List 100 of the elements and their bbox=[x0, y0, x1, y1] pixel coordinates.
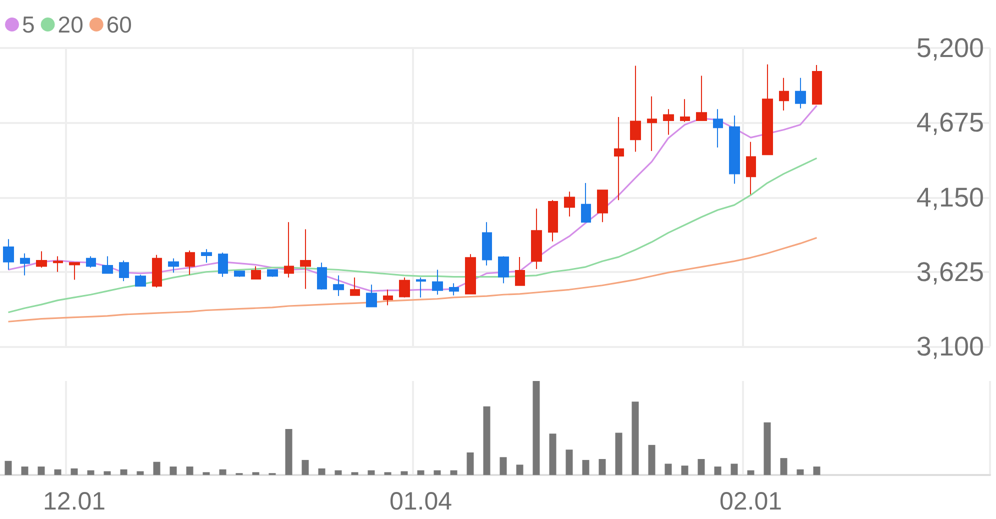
candlestick bbox=[20, 252, 30, 276]
bar bbox=[747, 470, 754, 475]
bar bbox=[384, 472, 392, 475]
candlestick bbox=[663, 108, 674, 136]
bar bbox=[136, 471, 144, 475]
bar bbox=[648, 444, 656, 475]
bar bbox=[483, 406, 490, 475]
candlestick bbox=[350, 277, 360, 296]
bar bbox=[796, 469, 804, 475]
candlestick bbox=[762, 64, 773, 156]
candlestick bbox=[366, 284, 377, 308]
candlestick bbox=[267, 269, 278, 278]
bar bbox=[285, 428, 292, 475]
candlestick bbox=[482, 222, 492, 266]
bar bbox=[54, 469, 62, 475]
legend-label: 60 bbox=[106, 12, 132, 38]
bar bbox=[780, 458, 788, 475]
bar bbox=[698, 459, 705, 475]
candlestick bbox=[102, 256, 113, 274]
candlestick bbox=[597, 190, 608, 223]
bar bbox=[186, 466, 194, 475]
candlestick bbox=[531, 208, 542, 270]
candlestick bbox=[515, 256, 525, 286]
bar bbox=[202, 472, 210, 475]
candlestick bbox=[333, 274, 344, 297]
y-tick-label: 5,200 bbox=[916, 33, 984, 63]
candlestick bbox=[234, 270, 245, 278]
bar bbox=[302, 460, 309, 475]
candlestick bbox=[119, 260, 129, 282]
bar bbox=[70, 468, 78, 475]
candlestick bbox=[465, 254, 476, 294]
candlestick bbox=[53, 256, 63, 272]
line-series bbox=[7, 236, 818, 322]
candlestick bbox=[168, 258, 179, 274]
candlestick bbox=[201, 248, 212, 264]
bar bbox=[21, 466, 28, 475]
candlestick bbox=[729, 115, 740, 184]
candlestick bbox=[284, 222, 294, 278]
bar bbox=[318, 468, 326, 475]
candlestick bbox=[630, 65, 641, 152]
candlestick bbox=[399, 277, 410, 298]
bar bbox=[598, 459, 606, 475]
bar bbox=[104, 471, 111, 475]
bar bbox=[681, 466, 688, 475]
candlestick bbox=[317, 262, 327, 290]
candlestick bbox=[564, 191, 575, 217]
legend-label: 20 bbox=[58, 12, 84, 38]
candlestick bbox=[812, 64, 822, 105]
candlestick bbox=[449, 282, 459, 296]
candlestick bbox=[795, 77, 806, 109]
candlestick bbox=[251, 266, 261, 280]
bar bbox=[516, 464, 524, 475]
bar bbox=[664, 464, 672, 475]
bar bbox=[764, 422, 771, 475]
bar bbox=[219, 469, 226, 475]
candlestick bbox=[779, 77, 789, 112]
bar bbox=[434, 470, 441, 475]
bar bbox=[400, 471, 408, 475]
bar bbox=[252, 472, 260, 475]
bar bbox=[549, 434, 556, 475]
candlestick bbox=[680, 98, 690, 122]
y-tick-label: 3,100 bbox=[916, 332, 984, 362]
bar bbox=[38, 466, 45, 475]
y-tick-label: 4,675 bbox=[916, 108, 984, 138]
candlestick bbox=[69, 262, 80, 280]
bar bbox=[813, 466, 820, 475]
bar bbox=[153, 462, 160, 475]
candlestick bbox=[383, 289, 393, 306]
candlestick bbox=[416, 277, 426, 298]
candlestick bbox=[713, 108, 723, 148]
candlestick bbox=[36, 250, 47, 268]
bar bbox=[466, 452, 474, 475]
x-tick-label: 12.01 bbox=[42, 488, 106, 516]
bar bbox=[632, 402, 639, 475]
bar bbox=[4, 460, 12, 475]
candlestick bbox=[548, 200, 558, 242]
bar bbox=[368, 470, 375, 475]
bar bbox=[120, 469, 128, 475]
bar bbox=[87, 470, 94, 475]
candlestick bbox=[86, 256, 96, 268]
candlestick bbox=[218, 252, 228, 278]
x-tick-label: 01.04 bbox=[389, 488, 452, 516]
candlestick bbox=[432, 269, 443, 296]
bar bbox=[566, 450, 573, 475]
bar bbox=[170, 466, 177, 475]
legend-label: 5 bbox=[22, 12, 35, 38]
candlestick bbox=[746, 141, 756, 195]
bar bbox=[532, 381, 540, 475]
bar bbox=[714, 466, 722, 475]
bar bbox=[615, 432, 622, 475]
candlestick bbox=[300, 228, 311, 290]
bar bbox=[730, 464, 738, 475]
candlestick bbox=[135, 274, 146, 287]
y-tick-label: 4,150 bbox=[916, 182, 984, 212]
bar bbox=[450, 470, 458, 475]
bar bbox=[351, 472, 358, 475]
candlestick bbox=[498, 256, 509, 284]
bar bbox=[500, 457, 507, 475]
candlestick bbox=[3, 238, 14, 270]
candlestick bbox=[696, 75, 707, 121]
